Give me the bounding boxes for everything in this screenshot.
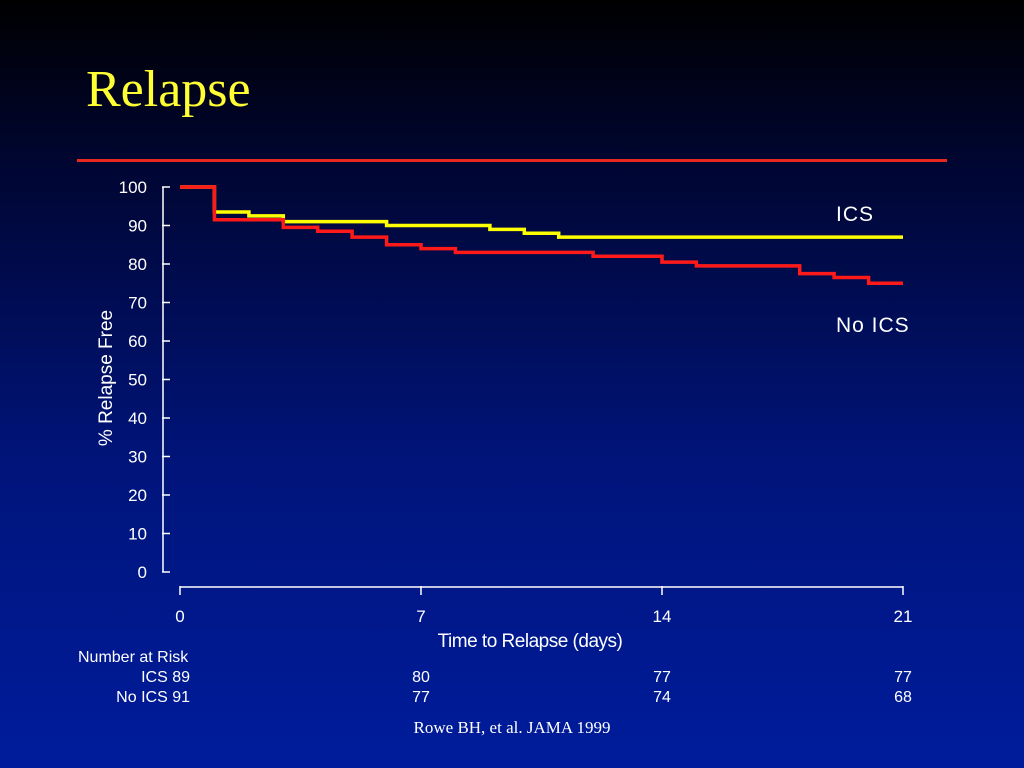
- series-label-no-ics: No ICS: [836, 314, 910, 337]
- y-tick-label: 50: [128, 371, 147, 390]
- x-tick-label: 21: [894, 607, 913, 626]
- slide-title: Relapse: [86, 61, 251, 118]
- y-axis: 0 10 20 30 40 50 60 70 80 90 100: [119, 178, 170, 582]
- risk-row-name: No ICS: [116, 689, 168, 706]
- y-tick-label: 10: [128, 525, 147, 544]
- risk-value: 91: [172, 689, 190, 706]
- x-tick-label: 0: [175, 607, 184, 626]
- risk-value: 77: [894, 669, 912, 686]
- risk-table-header: Number at Risk: [78, 649, 189, 666]
- risk-value: 77: [653, 669, 671, 686]
- risk-value: 80: [412, 669, 430, 686]
- title-divider: [77, 159, 947, 162]
- y-tick-label: 20: [128, 486, 147, 505]
- y-tick-label: 30: [128, 448, 147, 467]
- risk-value: 77: [412, 689, 430, 706]
- y-tick-label: 80: [128, 255, 147, 274]
- risk-value: 89: [172, 669, 190, 686]
- x-axis: 0 7 14 21: [175, 586, 912, 626]
- y-tick-label: 90: [128, 217, 147, 236]
- x-tick-label: 14: [653, 607, 672, 626]
- series-line-ics: [180, 185, 903, 239]
- x-axis-title: Time to Relapse (days): [438, 631, 623, 652]
- risk-value: 68: [894, 689, 912, 706]
- series-line-no-ics: [180, 185, 903, 286]
- y-tick-label: 0: [138, 563, 147, 582]
- y-tick-label: 40: [128, 409, 147, 428]
- series-label-ics: ICS: [836, 203, 874, 226]
- y-tick-label: 60: [128, 332, 147, 351]
- x-tick-label: 7: [416, 607, 425, 626]
- y-axis-title: % Relapse Free: [96, 310, 117, 446]
- risk-row-label: No ICS 91: [90, 690, 190, 706]
- risk-value: 74: [653, 689, 671, 706]
- risk-row-label: ICS 89: [90, 670, 190, 686]
- y-tick-label: 70: [128, 294, 147, 313]
- citation: Rowe BH, et al. JAMA 1999: [413, 718, 611, 737]
- series-layer: [180, 185, 903, 286]
- risk-row-name: ICS: [141, 669, 168, 686]
- y-tick-label: 100: [119, 178, 147, 197]
